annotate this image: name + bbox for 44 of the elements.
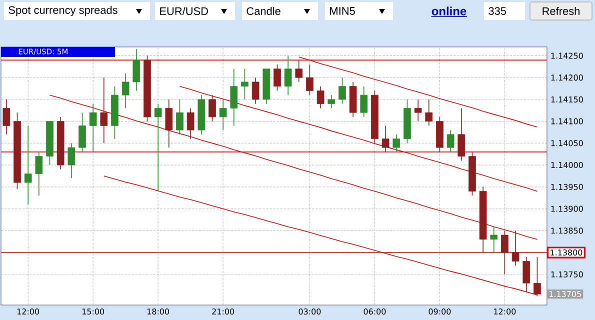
- candlestick: [208, 94, 216, 122]
- candlestick: [165, 99, 173, 148]
- candlestick: [100, 77, 108, 144]
- text: online: [432, 6, 466, 16]
- text: Refresh: [542, 6, 580, 16]
- candlestick: [241, 68, 248, 100]
- candlestick: [24, 125, 32, 205]
- candlestick: [295, 60, 303, 82]
- text: 335: [488, 7, 506, 15]
- candlestick: [316, 86, 324, 109]
- candlestick: [78, 112, 86, 152]
- candlestick: [68, 142, 76, 179]
- text: MIN5: [330, 7, 355, 15]
- candlestick: [360, 86, 368, 118]
- candlestick: [501, 230, 508, 275]
- candlestick: [522, 256, 530, 292]
- text: Spot currency spreads: [8, 6, 118, 16]
- candlestick: [89, 103, 97, 152]
- candlestick: [392, 134, 400, 152]
- candlestick: [306, 64, 314, 96]
- candlestick: [338, 77, 346, 104]
- candlestick: [186, 108, 194, 140]
- candlestick: [284, 55, 292, 96]
- candlestick: [176, 99, 184, 135]
- candlestick: [132, 48, 140, 92]
- candlestick: [274, 64, 281, 92]
- text: EUR/USD: [160, 6, 208, 16]
- candlestick: [512, 230, 520, 266]
- candlestick: [382, 125, 390, 152]
- candlestick: [414, 99, 422, 122]
- candlestick: [446, 130, 454, 152]
- candlestick: [425, 99, 433, 126]
- candlestick: [219, 99, 227, 130]
- candlestick: [230, 68, 238, 126]
- candlestick: [2, 99, 10, 135]
- candlestick: [154, 103, 162, 192]
- candlestick: [534, 256, 541, 297]
- text: Candle: [246, 6, 280, 16]
- candlestick: [122, 72, 130, 109]
- candlestick: [490, 226, 498, 253]
- candlestick: [458, 108, 466, 162]
- candlestick: [328, 94, 336, 109]
- candlestick: [35, 152, 43, 196]
- candlestick: [252, 77, 260, 104]
